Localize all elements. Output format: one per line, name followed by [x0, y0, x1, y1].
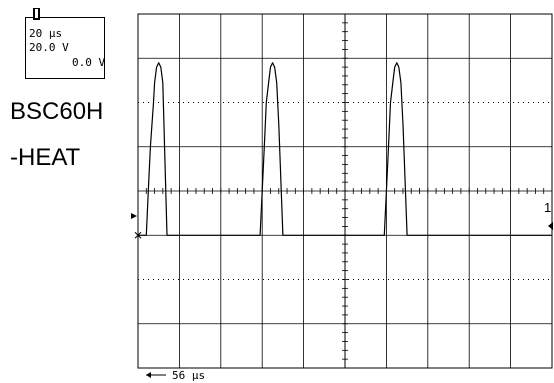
markers: 1 56 μs — [131, 200, 553, 382]
left-arrow-icon — [146, 372, 151, 378]
channel-ground-arrow-icon — [548, 222, 553, 230]
trace-line — [138, 62, 552, 236]
device-label-line2: -HEAT — [10, 144, 81, 171]
device-label-line1: BSC60H — [10, 98, 104, 125]
trace — [134, 62, 552, 239]
volts-per-div-readout: 20.0 V — [29, 41, 69, 54]
timebase-readout: 20 μs — [29, 27, 63, 40]
channel-indicator-icon — [33, 8, 40, 20]
trigger-level-arrow-icon — [131, 213, 137, 219]
settings-box: 20 μs 20.0 V 0.0 V — [25, 8, 106, 79]
trace-start-marker — [134, 231, 142, 239]
offset-readout: 0.0 V — [72, 56, 106, 69]
grid — [137, 13, 553, 369]
trigger-position-label: 56 μs — [172, 369, 205, 382]
channel-marker-label: 1 — [544, 200, 551, 215]
